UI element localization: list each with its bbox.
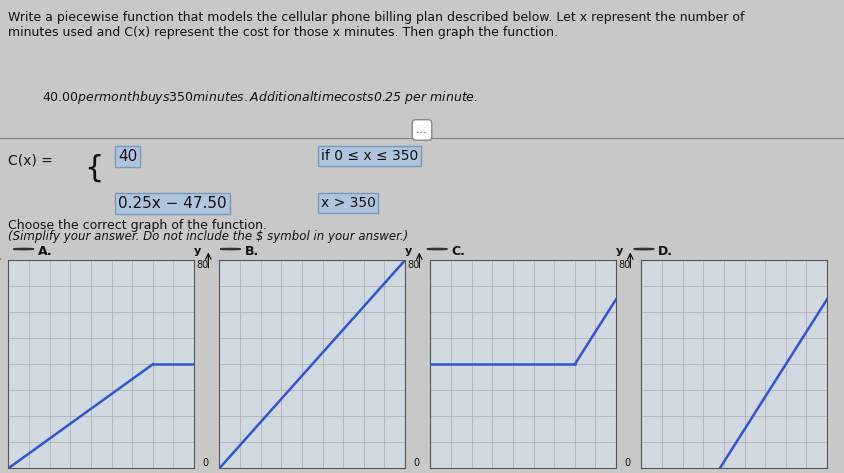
- Text: 0: 0: [625, 458, 630, 468]
- Text: ...: ...: [416, 123, 428, 136]
- Text: 0: 0: [203, 458, 208, 468]
- Text: B.: B.: [245, 245, 259, 258]
- Text: (Simplify your answer. Do not include the $ symbol in your answer.): (Simplify your answer. Do not include th…: [8, 230, 408, 243]
- Text: ⊕: ⊕: [674, 271, 688, 286]
- Text: ⊖: ⊖: [252, 354, 266, 369]
- Text: ⊖: ⊖: [463, 354, 477, 369]
- Text: 80: 80: [196, 260, 208, 270]
- Text: ⧉: ⧉: [466, 437, 474, 451]
- Text: 0: 0: [414, 458, 419, 468]
- Text: ⊖: ⊖: [674, 354, 688, 369]
- Text: 80: 80: [618, 260, 630, 270]
- Text: ⊕: ⊕: [463, 271, 477, 286]
- Text: 40: 40: [118, 149, 138, 164]
- Text: C(x) =: C(x) =: [8, 153, 53, 167]
- Text: C.: C.: [452, 245, 465, 258]
- Text: x > 350: x > 350: [321, 196, 376, 210]
- Text: 0.25x − 47.50: 0.25x − 47.50: [118, 196, 227, 211]
- Text: Choose the correct graph of the function.: Choose the correct graph of the function…: [8, 219, 268, 232]
- Text: if 0 ≤ x ≤ 350: if 0 ≤ x ≤ 350: [321, 149, 418, 163]
- Text: y: y: [193, 246, 201, 256]
- Text: A.: A.: [38, 245, 52, 258]
- Text: $40.00 per month buys 350 minutes.  Additional time costs $0.25 per minute.: $40.00 per month buys 350 minutes. Addit…: [42, 89, 479, 106]
- Text: y: y: [404, 246, 412, 256]
- Text: ⧉: ⧉: [677, 437, 685, 451]
- Text: D.: D.: [658, 245, 674, 258]
- Text: 80: 80: [407, 260, 419, 270]
- Text: {: {: [84, 153, 104, 182]
- Text: ⧉: ⧉: [255, 437, 263, 451]
- Text: y: y: [615, 246, 623, 256]
- Text: ⊕: ⊕: [252, 271, 266, 286]
- Text: Write a piecewise function that models the cellular phone billing plan described: Write a piecewise function that models t…: [8, 10, 745, 39]
